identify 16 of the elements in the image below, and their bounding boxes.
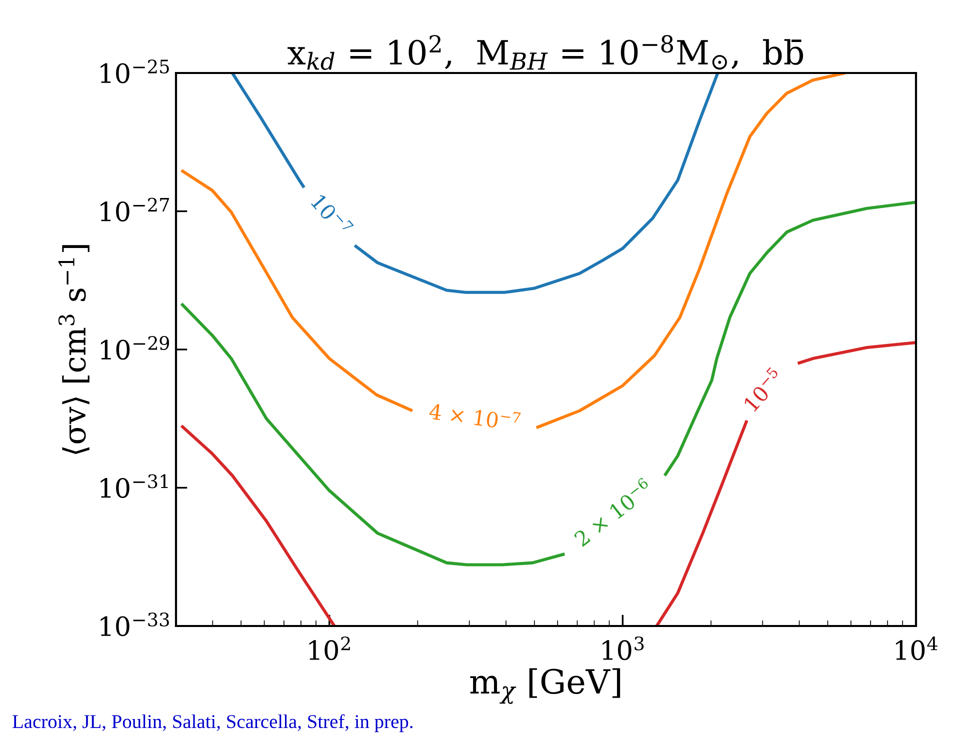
x-axis-title: m$_{χ}$ [GeV] <box>470 668 620 704</box>
y-tick-label: 10$^{−25}$ <box>100 60 169 84</box>
y-axis-title: ⟨σv⟩ [cm$^{3}$ s$^{−1}$] <box>58 245 90 454</box>
x-tick-label: 10$^{3}$ <box>602 636 644 660</box>
y-tick-label: 10$^{−29}$ <box>101 336 170 360</box>
x-tick-label: 10$^{2}$ <box>309 636 350 660</box>
text: 10$^{−7}$ <box>310 192 354 238</box>
text: 10$^{−5}$ <box>741 366 784 412</box>
text: 2 × 10$^{−6}$ <box>572 477 654 548</box>
y-tick-label: 10$^{−31}$ <box>100 474 168 498</box>
y-tick-label: 10$^{−33}$ <box>100 612 169 636</box>
x-tick-label: 10$^{4}$ <box>896 636 938 660</box>
chart-title: x$_{kd}$ = 10$^{2}$, M$_{BH}$ = 10$^{−8}$M$_{⊙}$, bb̄ <box>288 35 804 70</box>
y-tick-label: 10$^{−27}$ <box>100 198 169 222</box>
text: Lacroix, JL, Poulin, Salati, Scarcella, Stref, in prep. <box>12 714 412 732</box>
text: 4 × 10$^{−7}$ <box>428 400 521 432</box>
